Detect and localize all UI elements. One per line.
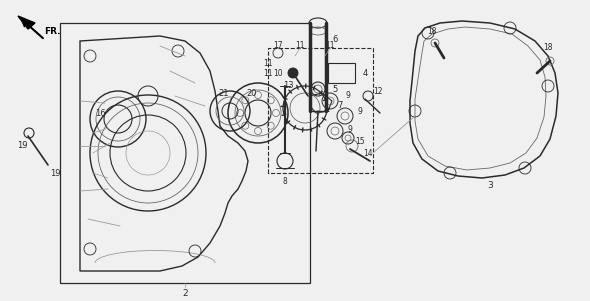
Text: 15: 15 xyxy=(355,136,365,145)
Text: 14: 14 xyxy=(363,148,373,157)
Text: 19: 19 xyxy=(50,169,60,178)
Text: 11: 11 xyxy=(263,69,273,77)
Text: 13: 13 xyxy=(283,82,293,91)
Text: 12: 12 xyxy=(373,86,383,95)
Text: 11: 11 xyxy=(295,42,305,51)
Text: 18: 18 xyxy=(543,44,553,52)
Text: 9: 9 xyxy=(348,125,352,134)
Text: 3: 3 xyxy=(487,182,493,191)
Text: 16: 16 xyxy=(94,108,105,117)
Text: 9: 9 xyxy=(346,92,350,101)
Text: 11: 11 xyxy=(325,42,335,51)
Text: 11: 11 xyxy=(263,58,273,67)
Text: 18: 18 xyxy=(427,26,437,36)
Text: 8: 8 xyxy=(283,176,287,185)
Text: 2: 2 xyxy=(182,288,188,297)
Text: 19: 19 xyxy=(17,141,27,150)
Text: 20: 20 xyxy=(247,88,257,98)
Text: 7: 7 xyxy=(337,101,343,110)
Text: FR.: FR. xyxy=(44,26,61,36)
Text: 4: 4 xyxy=(362,69,368,77)
Text: 9: 9 xyxy=(358,107,362,116)
Text: 10: 10 xyxy=(273,69,283,77)
Text: 6: 6 xyxy=(332,35,337,44)
Polygon shape xyxy=(18,16,35,29)
Text: 5: 5 xyxy=(332,85,337,94)
Circle shape xyxy=(288,68,298,78)
Text: 17: 17 xyxy=(273,42,283,51)
Text: 21: 21 xyxy=(219,88,230,98)
